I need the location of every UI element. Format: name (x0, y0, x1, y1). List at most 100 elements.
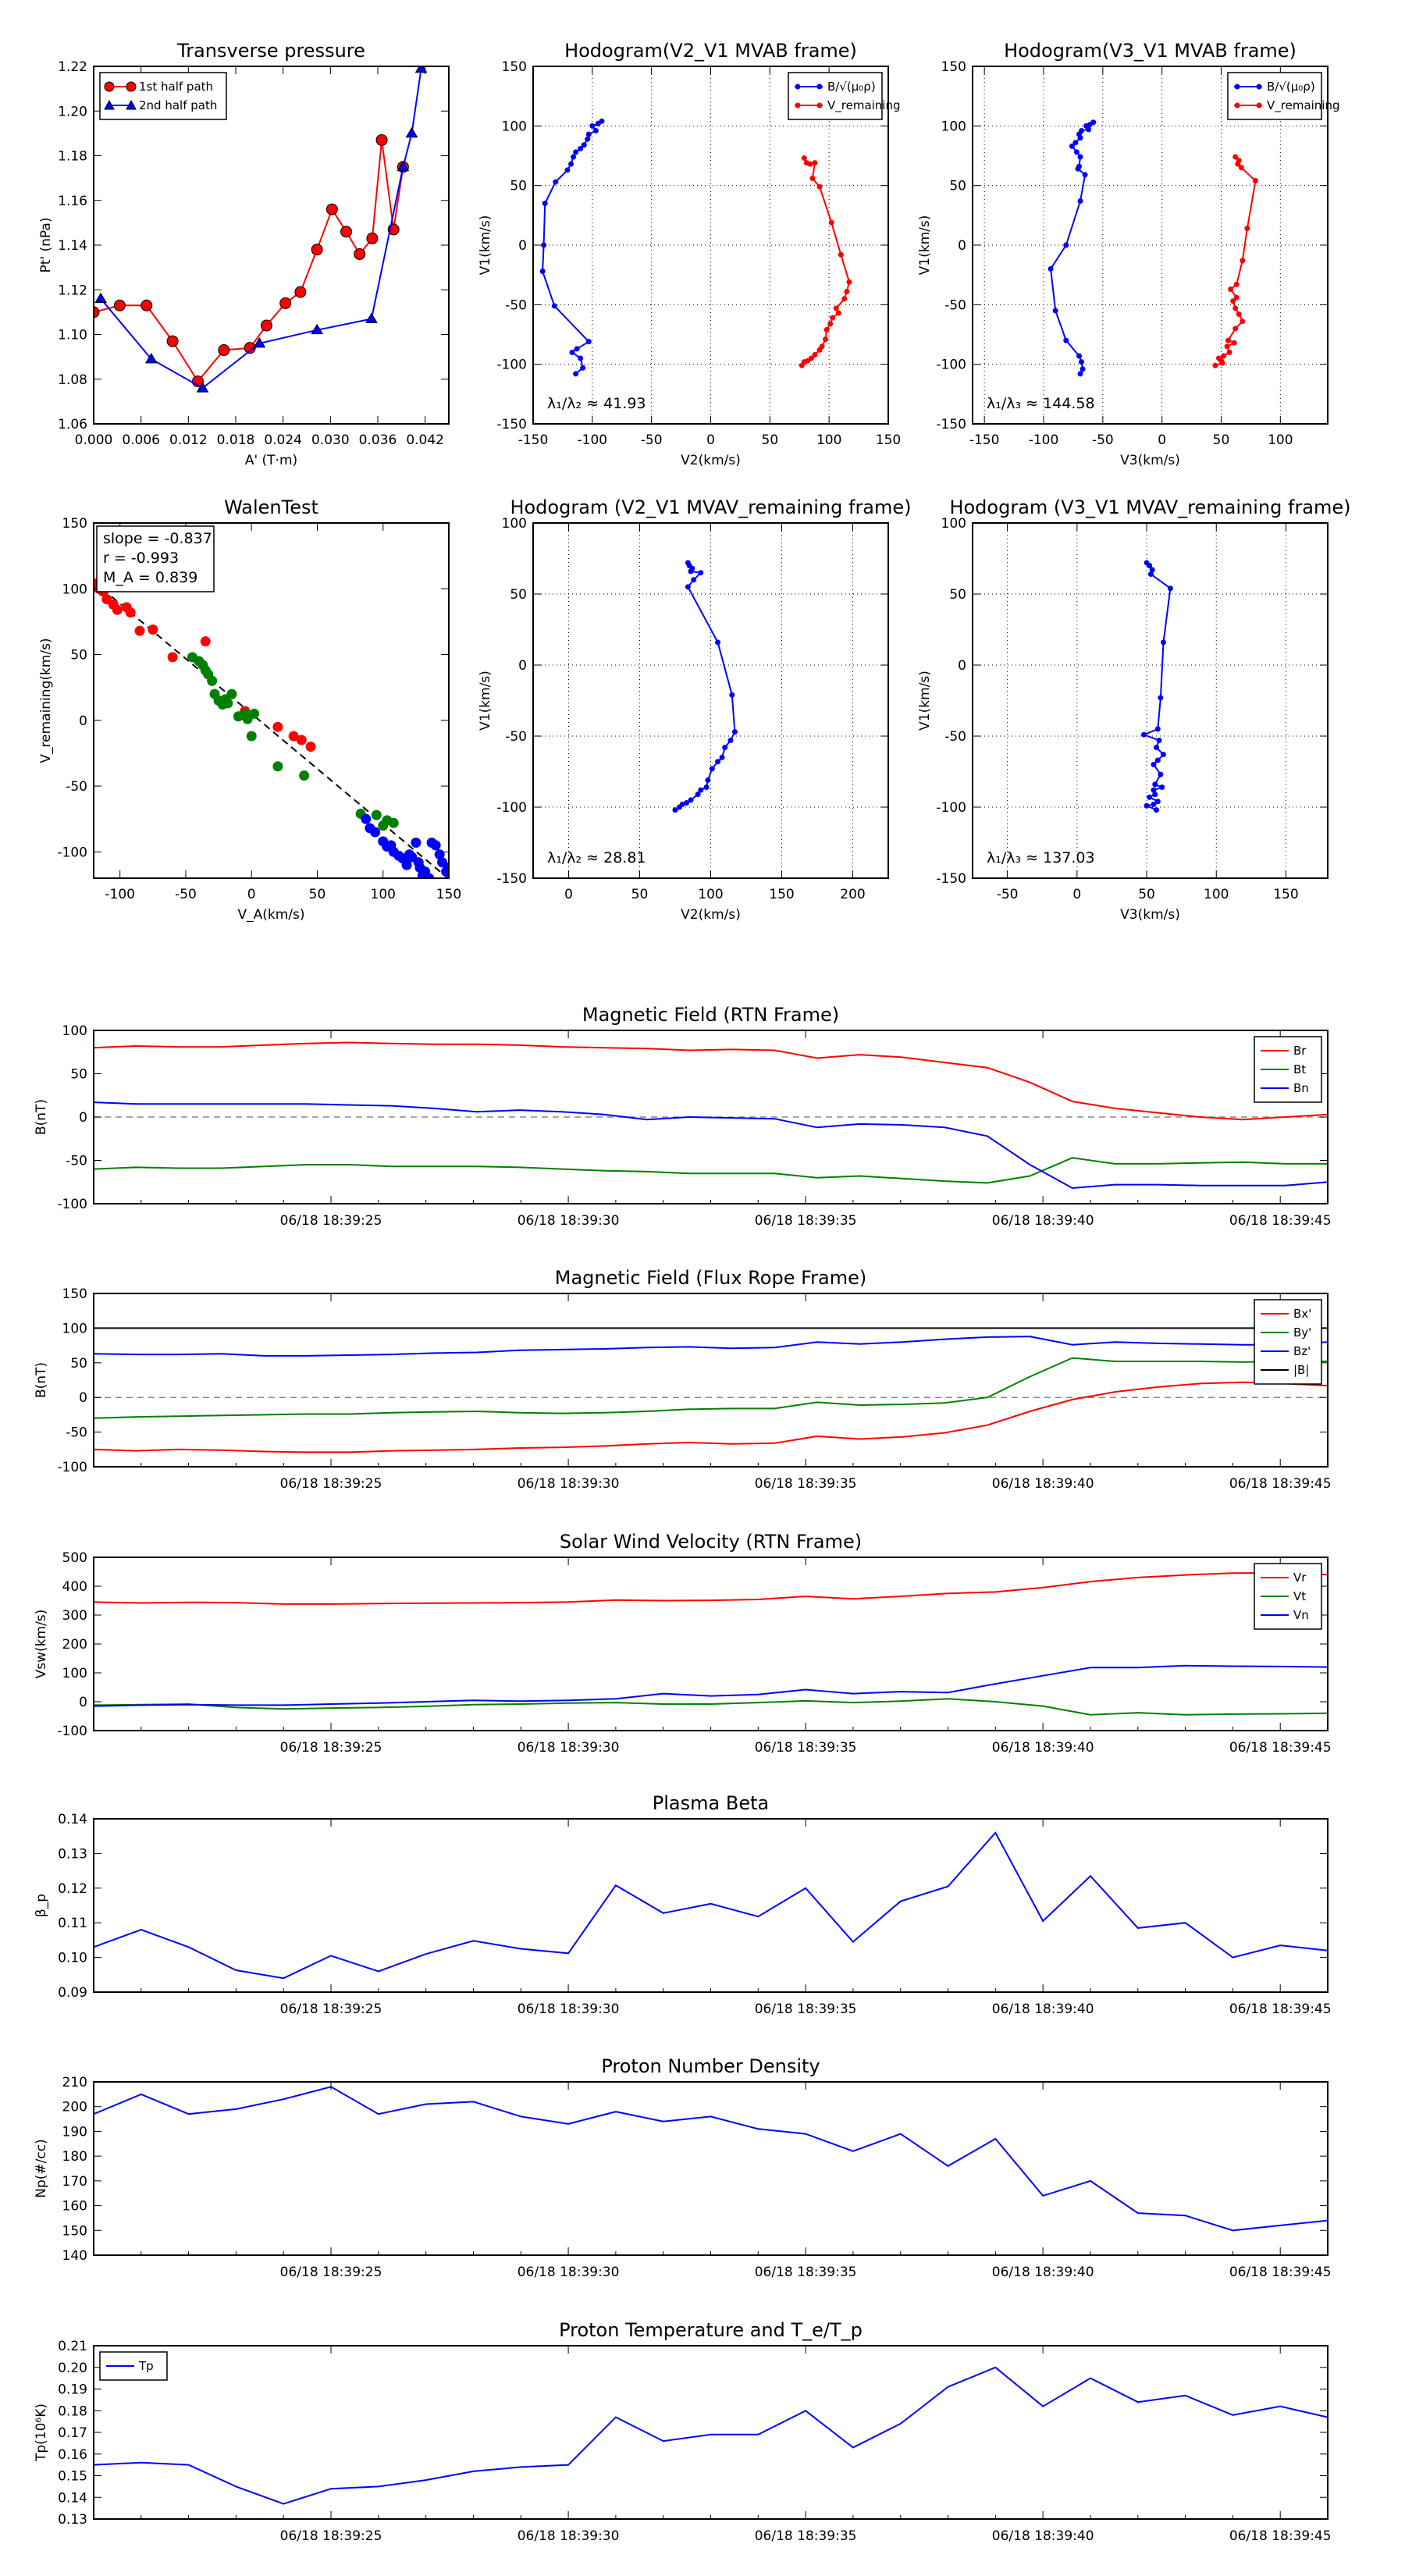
x-tick-label: -150 (969, 432, 1000, 448)
annotation-box (96, 525, 215, 592)
y-tick-label: 0.21 (58, 2339, 87, 2354)
axes-frame (93, 1293, 1329, 1468)
y-tick-label: 500 (62, 1550, 87, 1566)
legend: 1st half path 2nd half path (99, 72, 227, 120)
x-tick-label: -100 (578, 432, 608, 448)
data-point (551, 303, 557, 309)
data-point (1160, 639, 1166, 646)
data-point (807, 161, 813, 167)
x-tick-label: 06/18 18:39:40 (992, 1740, 1094, 1756)
data-point (1151, 761, 1157, 767)
legend: Bx' By' Bz' |B| (1254, 1299, 1322, 1385)
x-tick-label: -50 (997, 887, 1019, 902)
data-point (1147, 571, 1154, 578)
data-point (703, 785, 710, 791)
legend-item: Bt (1261, 1062, 1306, 1076)
panel-10: 06/18 18:39:25 06/18 18:39:30 06/18 18:39:… (34, 2055, 1332, 2280)
walen-stat-label: M_A = 0.839 (103, 569, 197, 586)
data-point (844, 289, 850, 295)
legend-item: 1st half path (104, 80, 213, 94)
data-point (729, 692, 735, 698)
y-tick-label: -50 (944, 297, 966, 313)
y-axis-label: β_p (34, 1894, 49, 1917)
legend-item: Bz' (1261, 1344, 1311, 1358)
data-point (1212, 362, 1218, 368)
y-tick-label: -150 (936, 417, 966, 432)
legend-label: Bn (1293, 1081, 1309, 1095)
x-tick-label: 06/18 18:39:45 (1229, 1476, 1332, 1492)
y-tick-label: 100 (502, 119, 527, 134)
data-point (1149, 567, 1155, 573)
x-tick-label: 06/18 18:39:45 (1229, 1213, 1332, 1229)
y-tick-label: 1.12 (58, 283, 87, 298)
series-group (539, 118, 852, 377)
y-axis-label: V1(km/s) (478, 215, 493, 276)
y-tick-label: -100 (936, 800, 966, 816)
panel-8: 06/18 18:39:25 06/18 18:39:30 06/18 18:39:… (34, 1531, 1332, 1756)
x-tick-label: 06/18 18:39:30 (518, 2265, 620, 2280)
x-tick-label: 06/18 18:39:25 (280, 2001, 382, 2017)
data-point (799, 362, 805, 368)
data-point (1232, 326, 1239, 332)
panel-title: Proton Number Density (601, 2055, 820, 2077)
series-group (94, 1041, 1328, 1190)
panel-7: 06/18 18:39:25 06/18 18:39:30 06/18 18:39:… (34, 1267, 1332, 1492)
data-point (1147, 794, 1153, 800)
data-point (573, 149, 579, 155)
legend-marker (1256, 102, 1262, 109)
legend-item: V_remaining (1234, 98, 1340, 113)
legend-label: V_remaining (1267, 98, 1340, 113)
y-tick-label: -100 (496, 358, 527, 373)
panel-title: Hodogram(V2_V1 MVAB frame) (564, 40, 857, 62)
eigen-ratio-label: λ₁/λ₂ ≈ 28.81 (547, 849, 646, 866)
data-point (695, 792, 701, 798)
data-point (311, 323, 324, 335)
series-line-By' (94, 1357, 1328, 1419)
legend-marker (795, 102, 801, 109)
data-point (705, 777, 711, 783)
y-tick-label: -50 (66, 1425, 87, 1441)
y-tick-label: 1.08 (58, 372, 87, 388)
data-point (838, 251, 844, 258)
legend-label: Bx' (1293, 1307, 1311, 1321)
legend-item: |B| (1261, 1363, 1309, 1377)
x-tick-label: 06/18 18:39:25 (280, 1740, 382, 1756)
legend-marker (104, 81, 115, 92)
x-tick-label: 100 (698, 887, 723, 902)
fit-line-group (94, 581, 449, 878)
data-point (1224, 343, 1230, 350)
legend-marker (816, 102, 823, 109)
data-point (365, 312, 378, 323)
data-point (1238, 165, 1244, 171)
y-tick-label: 1.16 (58, 194, 87, 209)
panel-2: -150 -100 -50 0 50 100 -150 -100 -50 0 50 100 150 Hod… (917, 40, 1340, 468)
y-tick-label: 0 (79, 1390, 87, 1406)
legend-marker (1234, 84, 1240, 90)
data-point (144, 353, 158, 364)
y-tick-label: -100 (496, 800, 527, 816)
y-axis-label: V1(km/s) (917, 215, 933, 276)
y-tick-label: -150 (936, 871, 966, 887)
data-point (1069, 143, 1075, 149)
x-tick-label: 06/18 18:39:35 (755, 2528, 857, 2544)
x-tick-label: 100 (371, 887, 396, 902)
y-tick-label: 0.14 (58, 2490, 87, 2506)
y-axis-label: Np(#/cc) (34, 2139, 49, 2197)
x-tick-label: 50 (309, 887, 326, 902)
y-tick-label: 0.13 (58, 2512, 87, 2528)
legend-label: By' (1293, 1325, 1311, 1340)
data-point (830, 315, 836, 321)
data-point (311, 244, 323, 256)
y-tick-label: -50 (505, 297, 527, 313)
walen-stat-label: slope = -0.837 (103, 530, 212, 547)
y-tick-label: 150 (62, 1286, 87, 1302)
data-point (816, 183, 823, 190)
y-tick-label: 0 (518, 658, 527, 674)
y-axis-label: B(nT) (34, 1099, 49, 1135)
y-tick-label: -150 (496, 871, 527, 887)
x-tick-label: 150 (1273, 887, 1298, 902)
y-tick-label: 0.14 (58, 1812, 87, 1827)
eigen-ratio-label: λ₁/λ₂ ≈ 41.93 (547, 395, 646, 412)
x-tick-label: 06/18 18:39:30 (518, 2528, 620, 2544)
